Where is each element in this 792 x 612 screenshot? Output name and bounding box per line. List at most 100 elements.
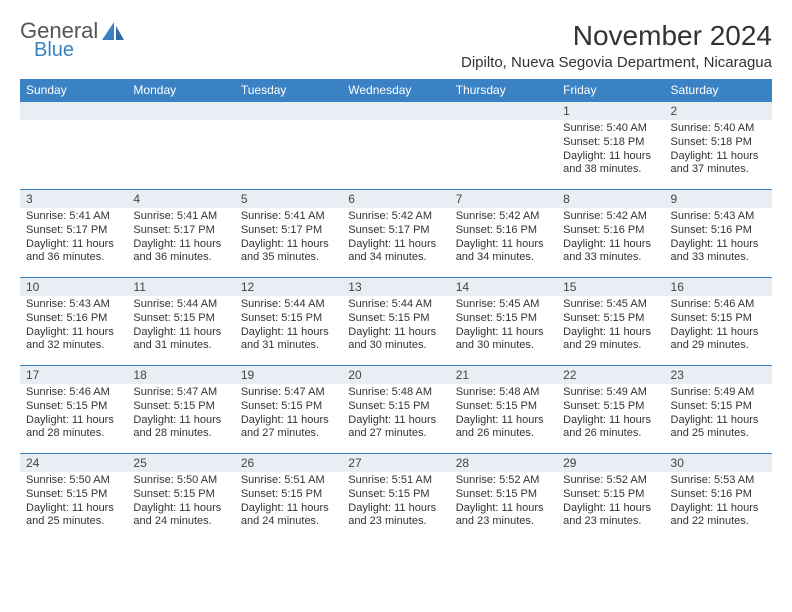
daylight-line: Daylight: 11 hours and 23 minutes.	[456, 502, 551, 530]
day-content: Sunrise: 5:40 AMSunset: 5:18 PMDaylight:…	[665, 120, 772, 181]
sunrise-line: Sunrise: 5:40 AM	[563, 122, 658, 136]
day-content	[342, 120, 449, 126]
day-content	[20, 120, 127, 126]
sunrise-line: Sunrise: 5:53 AM	[671, 474, 766, 488]
calendar-cell: 9Sunrise: 5:43 AMSunset: 5:16 PMDaylight…	[665, 190, 772, 278]
sunset-line: Sunset: 5:15 PM	[563, 400, 658, 414]
sunrise-line: Sunrise: 5:44 AM	[133, 298, 228, 312]
day-content: Sunrise: 5:44 AMSunset: 5:15 PMDaylight:…	[342, 296, 449, 357]
day-content: Sunrise: 5:41 AMSunset: 5:17 PMDaylight:…	[127, 208, 234, 269]
calendar-cell: 21Sunrise: 5:48 AMSunset: 5:15 PMDayligh…	[450, 366, 557, 454]
sunset-line: Sunset: 5:15 PM	[456, 400, 551, 414]
sunset-line: Sunset: 5:15 PM	[133, 400, 228, 414]
day-content	[235, 120, 342, 126]
daylight-line: Daylight: 11 hours and 32 minutes.	[26, 326, 121, 354]
day-number: 20	[342, 366, 449, 384]
sunrise-line: Sunrise: 5:46 AM	[26, 386, 121, 400]
calendar-cell: 5Sunrise: 5:41 AMSunset: 5:17 PMDaylight…	[235, 190, 342, 278]
daylight-line: Daylight: 11 hours and 29 minutes.	[671, 326, 766, 354]
sunrise-line: Sunrise: 5:40 AM	[671, 122, 766, 136]
sunset-line: Sunset: 5:16 PM	[671, 224, 766, 238]
day-number: 16	[665, 278, 772, 296]
brand-logo: General Blue	[20, 20, 126, 60]
calendar-cell: 3Sunrise: 5:41 AMSunset: 5:17 PMDaylight…	[20, 190, 127, 278]
sunset-line: Sunset: 5:15 PM	[671, 400, 766, 414]
sunset-line: Sunset: 5:17 PM	[241, 224, 336, 238]
sunrise-line: Sunrise: 5:50 AM	[133, 474, 228, 488]
brand-word2: Blue	[34, 40, 98, 60]
weekday-header: Thursday	[450, 79, 557, 102]
sunset-line: Sunset: 5:18 PM	[671, 136, 766, 150]
daylight-line: Daylight: 11 hours and 36 minutes.	[26, 238, 121, 266]
day-content	[450, 120, 557, 126]
brand-sail-icon	[100, 20, 126, 46]
header: General Blue November 2024 Dipilto, Nuev…	[20, 20, 772, 71]
daylight-line: Daylight: 11 hours and 27 minutes.	[241, 414, 336, 442]
weekday-header: Saturday	[665, 79, 772, 102]
sunset-line: Sunset: 5:16 PM	[456, 224, 551, 238]
sunset-line: Sunset: 5:15 PM	[26, 488, 121, 502]
sunset-line: Sunset: 5:15 PM	[348, 400, 443, 414]
day-content: Sunrise: 5:49 AMSunset: 5:15 PMDaylight:…	[557, 384, 664, 445]
sunrise-line: Sunrise: 5:44 AM	[241, 298, 336, 312]
sunset-line: Sunset: 5:16 PM	[26, 312, 121, 326]
calendar-cell	[235, 102, 342, 190]
sunrise-line: Sunrise: 5:41 AM	[26, 210, 121, 224]
sunset-line: Sunset: 5:15 PM	[456, 312, 551, 326]
sunset-line: Sunset: 5:15 PM	[26, 400, 121, 414]
day-content	[127, 120, 234, 126]
calendar-cell: 23Sunrise: 5:49 AMSunset: 5:15 PMDayligh…	[665, 366, 772, 454]
sunset-line: Sunset: 5:15 PM	[133, 488, 228, 502]
calendar-cell: 16Sunrise: 5:46 AMSunset: 5:15 PMDayligh…	[665, 278, 772, 366]
day-number	[342, 102, 449, 120]
sunrise-line: Sunrise: 5:42 AM	[563, 210, 658, 224]
day-number: 29	[557, 454, 664, 472]
day-number: 13	[342, 278, 449, 296]
day-number: 21	[450, 366, 557, 384]
day-number: 18	[127, 366, 234, 384]
day-content: Sunrise: 5:47 AMSunset: 5:15 PMDaylight:…	[235, 384, 342, 445]
sunrise-line: Sunrise: 5:48 AM	[348, 386, 443, 400]
daylight-line: Daylight: 11 hours and 37 minutes.	[671, 150, 766, 178]
day-number: 19	[235, 366, 342, 384]
daylight-line: Daylight: 11 hours and 28 minutes.	[26, 414, 121, 442]
calendar-page: General Blue November 2024 Dipilto, Nuev…	[0, 0, 792, 552]
day-number: 4	[127, 190, 234, 208]
sunrise-line: Sunrise: 5:41 AM	[133, 210, 228, 224]
weekday-header: Wednesday	[342, 79, 449, 102]
sunset-line: Sunset: 5:15 PM	[348, 312, 443, 326]
day-content: Sunrise: 5:46 AMSunset: 5:15 PMDaylight:…	[20, 384, 127, 445]
day-content: Sunrise: 5:45 AMSunset: 5:15 PMDaylight:…	[557, 296, 664, 357]
sunset-line: Sunset: 5:15 PM	[241, 488, 336, 502]
daylight-line: Daylight: 11 hours and 34 minutes.	[348, 238, 443, 266]
sunrise-line: Sunrise: 5:42 AM	[456, 210, 551, 224]
daylight-line: Daylight: 11 hours and 31 minutes.	[241, 326, 336, 354]
daylight-line: Daylight: 11 hours and 25 minutes.	[26, 502, 121, 530]
sunset-line: Sunset: 5:15 PM	[241, 400, 336, 414]
calendar-cell: 28Sunrise: 5:52 AMSunset: 5:15 PMDayligh…	[450, 454, 557, 542]
sunrise-line: Sunrise: 5:49 AM	[671, 386, 766, 400]
sunset-line: Sunset: 5:15 PM	[671, 312, 766, 326]
calendar-week-row: 17Sunrise: 5:46 AMSunset: 5:15 PMDayligh…	[20, 366, 772, 454]
sunrise-line: Sunrise: 5:51 AM	[348, 474, 443, 488]
calendar-cell: 12Sunrise: 5:44 AMSunset: 5:15 PMDayligh…	[235, 278, 342, 366]
day-number: 23	[665, 366, 772, 384]
sunrise-line: Sunrise: 5:47 AM	[241, 386, 336, 400]
day-content: Sunrise: 5:46 AMSunset: 5:15 PMDaylight:…	[665, 296, 772, 357]
day-number	[450, 102, 557, 120]
daylight-line: Daylight: 11 hours and 27 minutes.	[348, 414, 443, 442]
daylight-line: Daylight: 11 hours and 35 minutes.	[241, 238, 336, 266]
day-content: Sunrise: 5:53 AMSunset: 5:16 PMDaylight:…	[665, 472, 772, 533]
calendar-cell: 17Sunrise: 5:46 AMSunset: 5:15 PMDayligh…	[20, 366, 127, 454]
day-content: Sunrise: 5:48 AMSunset: 5:15 PMDaylight:…	[342, 384, 449, 445]
weekday-header: Tuesday	[235, 79, 342, 102]
day-content: Sunrise: 5:44 AMSunset: 5:15 PMDaylight:…	[127, 296, 234, 357]
day-content: Sunrise: 5:42 AMSunset: 5:16 PMDaylight:…	[450, 208, 557, 269]
day-number: 11	[127, 278, 234, 296]
calendar-week-row: 1Sunrise: 5:40 AMSunset: 5:18 PMDaylight…	[20, 102, 772, 190]
sunset-line: Sunset: 5:15 PM	[563, 488, 658, 502]
daylight-line: Daylight: 11 hours and 33 minutes.	[563, 238, 658, 266]
daylight-line: Daylight: 11 hours and 23 minutes.	[563, 502, 658, 530]
sunset-line: Sunset: 5:15 PM	[456, 488, 551, 502]
sunrise-line: Sunrise: 5:46 AM	[671, 298, 766, 312]
